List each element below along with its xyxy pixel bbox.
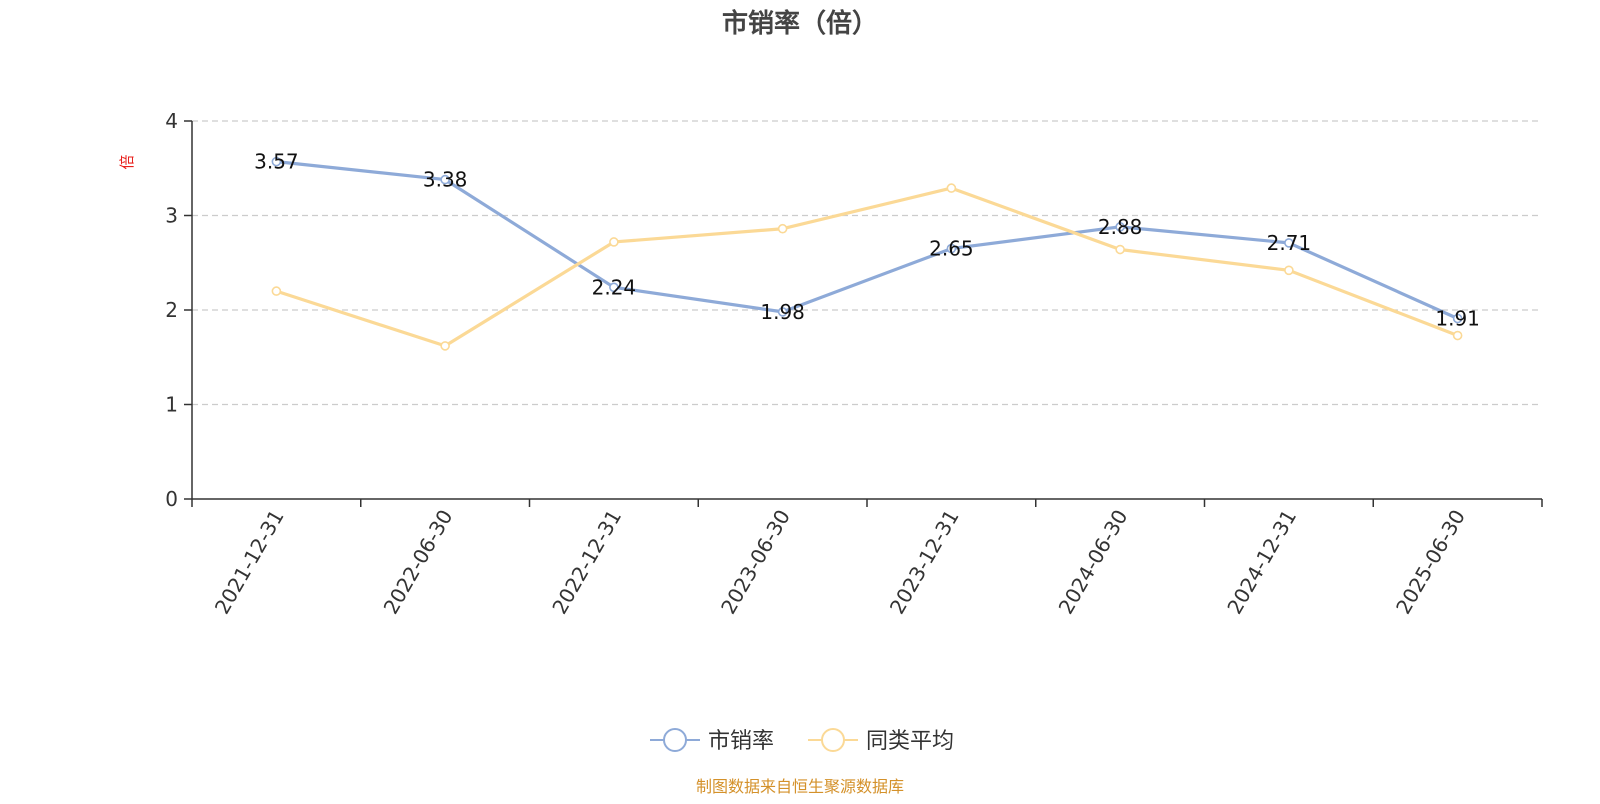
data-point [271,286,282,296]
data-point [1452,330,1463,341]
data-point [1115,222,1125,232]
y-tick-label: 3 [165,204,178,228]
data-point [777,223,788,234]
data-point [1284,265,1294,276]
axes: 0 1 2 3 4 2021-12-31 2022-06-30 2022-12-31 2023-… [165,109,1543,619]
data-point [777,307,788,317]
legend-swatch-marker [663,728,687,752]
legend-swatch-marker [821,728,845,752]
x-tick-label: 2023-12-31 [885,506,964,619]
data-label: 1.98 [760,300,805,324]
x-tick-label: 2022-06-30 [379,506,458,619]
legend: 市销率 同类平均 [650,728,954,754]
data-label: 2.65 [929,237,974,261]
data-labels: 3.57 3.38 2.24 1.98 2.65 2.88 2.71 1.91 [254,150,1480,331]
data-label: 2.71 [1267,231,1312,255]
data-point [1452,313,1463,324]
chart-title: 市销率（倍） [722,8,878,39]
data-point [440,341,450,351]
series-lines [271,156,1463,351]
grid-lines [192,120,1542,406]
x-tick-label: 2022-12-31 [547,506,626,619]
y-axis-label: 倍 [118,154,136,169]
y-tick-label: 2 [165,298,178,322]
data-point [609,282,619,293]
data-point [1284,238,1294,248]
data-point [946,183,957,193]
legend-label: 同类平均 [866,729,954,754]
data-point [1115,244,1125,255]
series-line-1 [274,186,1460,348]
x-tick-label: 2024-12-31 [1222,506,1301,619]
legend-label: 市销率 [708,729,774,754]
source-note: 制图数据来自恒生聚源数据库 [696,777,904,796]
data-point [440,174,450,185]
data-label: 3.38 [423,168,468,192]
data-label: 2.24 [592,275,637,299]
data-point [609,237,619,247]
data-point [271,156,282,167]
x-tick-label: 2025-06-30 [1391,506,1470,619]
series-line-0 [274,160,1460,321]
data-point [946,243,957,254]
data-label: 3.57 [254,150,299,174]
y-tick-label: 0 [165,487,178,511]
y-tick-label: 4 [165,109,178,133]
data-label: 2.88 [1098,215,1143,239]
x-tick-label: 2024-06-30 [1054,506,1133,619]
y-tick-label: 1 [165,393,178,417]
data-label: 1.91 [1435,307,1480,331]
x-tick-label: 2023-06-30 [716,506,795,619]
x-tick-label: 2021-12-31 [210,506,289,619]
